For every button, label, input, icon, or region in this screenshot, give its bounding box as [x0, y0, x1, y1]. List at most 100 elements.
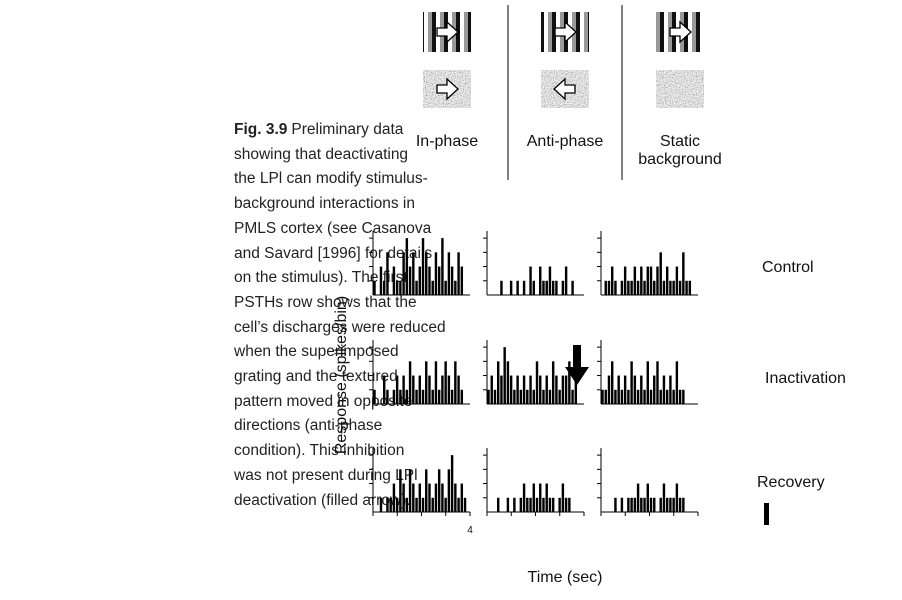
caption-line: PMLS cortex (see Casanova [234, 219, 432, 237]
row-label: Inactivation [765, 370, 846, 387]
stimulus-label: In-phase [416, 133, 478, 150]
caption: Fig. 3.9 Preliminary data showing that dea… [234, 118, 494, 513]
psth-bar [656, 361, 659, 404]
psth-bar [564, 375, 568, 404]
psth-bar [535, 361, 539, 404]
psth-bar [447, 252, 451, 295]
psth-bar [519, 389, 523, 404]
psth-bar [399, 389, 402, 404]
psth-bar [454, 361, 457, 404]
psth-bar [643, 497, 646, 512]
psth-bar [487, 389, 490, 404]
psth-bar [418, 483, 421, 512]
psth-bar [389, 497, 392, 512]
psth-bar [620, 389, 624, 404]
psth-bar [428, 375, 431, 404]
caption-line: showing that deactivating [234, 145, 409, 163]
psth-bar [493, 389, 497, 404]
psth-bar [421, 238, 425, 295]
psth-bar [457, 252, 460, 295]
psth-bar [665, 266, 669, 295]
psth-bar [653, 375, 656, 404]
row-label: Recovery [757, 474, 825, 491]
caption-line: was not present during LPl [234, 466, 418, 484]
psth-bar [542, 497, 545, 512]
psth-bar [688, 280, 692, 295]
psth-bar [522, 280, 526, 295]
psth-bar [539, 483, 542, 512]
psth-bar [395, 375, 399, 404]
psth-bar [564, 266, 568, 295]
psth-bar [506, 497, 510, 512]
psth-bar [460, 483, 464, 512]
psth-bar [399, 280, 402, 295]
psth-bar [561, 280, 565, 295]
psth-bar [662, 280, 666, 295]
psth-bar [444, 280, 447, 295]
psth-bar [646, 361, 649, 404]
psth-bar [383, 375, 386, 404]
psth-bar [425, 361, 428, 404]
x-end-label: 4 [467, 525, 473, 536]
psth-bar [516, 375, 519, 404]
psth-bar [614, 389, 617, 404]
psth-bar [386, 497, 389, 512]
psth-bar [548, 266, 552, 295]
psth-bar [529, 375, 532, 404]
psth-bar [402, 483, 405, 512]
psth-bar [447, 375, 451, 404]
row-label: Control [762, 259, 814, 276]
psth-bar [392, 266, 396, 295]
psth-bar [526, 389, 529, 404]
psth-bar [434, 361, 438, 404]
caption-line: Preliminary data [291, 121, 404, 138]
stimulus-label: Static [660, 133, 700, 150]
psth-bar [421, 497, 425, 512]
psth-bar [617, 375, 620, 404]
psth-bar [653, 497, 656, 512]
psth-bar [460, 389, 464, 404]
psth-bar [412, 375, 415, 404]
psth-bar [513, 497, 516, 512]
stimulus-label: background [638, 151, 722, 168]
psth-bar [656, 266, 659, 295]
motion-arrow [436, 20, 459, 44]
psth-bar [415, 280, 418, 295]
psth-bar [408, 266, 412, 295]
psth-bar [545, 280, 548, 295]
psth-bar [604, 280, 607, 295]
psth-bar [630, 497, 633, 512]
psth-bar [444, 361, 447, 404]
psth-bar [428, 483, 431, 512]
psth-bar [561, 483, 565, 512]
psth-bar [636, 483, 640, 512]
psth-bar [395, 497, 399, 512]
psth-bar [662, 375, 666, 404]
psth-bar [636, 389, 640, 404]
psth-bar [568, 497, 571, 512]
psth-bar [450, 266, 454, 295]
psth-bar [564, 497, 568, 512]
psth-bar [437, 469, 441, 512]
psth-bar [500, 375, 503, 404]
psth-bar [685, 280, 688, 295]
psth-bar [444, 497, 447, 512]
texture [656, 70, 704, 108]
psth-bar [529, 497, 532, 512]
psth-bar [542, 389, 545, 404]
psth-bar [386, 389, 389, 404]
psth-bar [519, 497, 523, 512]
psth-bar [434, 252, 438, 295]
psth-bar [558, 497, 561, 512]
psth-bar [379, 497, 383, 512]
psth-bar [539, 375, 542, 404]
psth-bar [568, 361, 571, 404]
psth-bar [630, 361, 633, 404]
psth-bar [457, 375, 460, 404]
psth-bar [601, 389, 604, 404]
psth-bar [513, 389, 516, 404]
psth-bar [454, 483, 457, 512]
psth-bar [509, 280, 513, 295]
